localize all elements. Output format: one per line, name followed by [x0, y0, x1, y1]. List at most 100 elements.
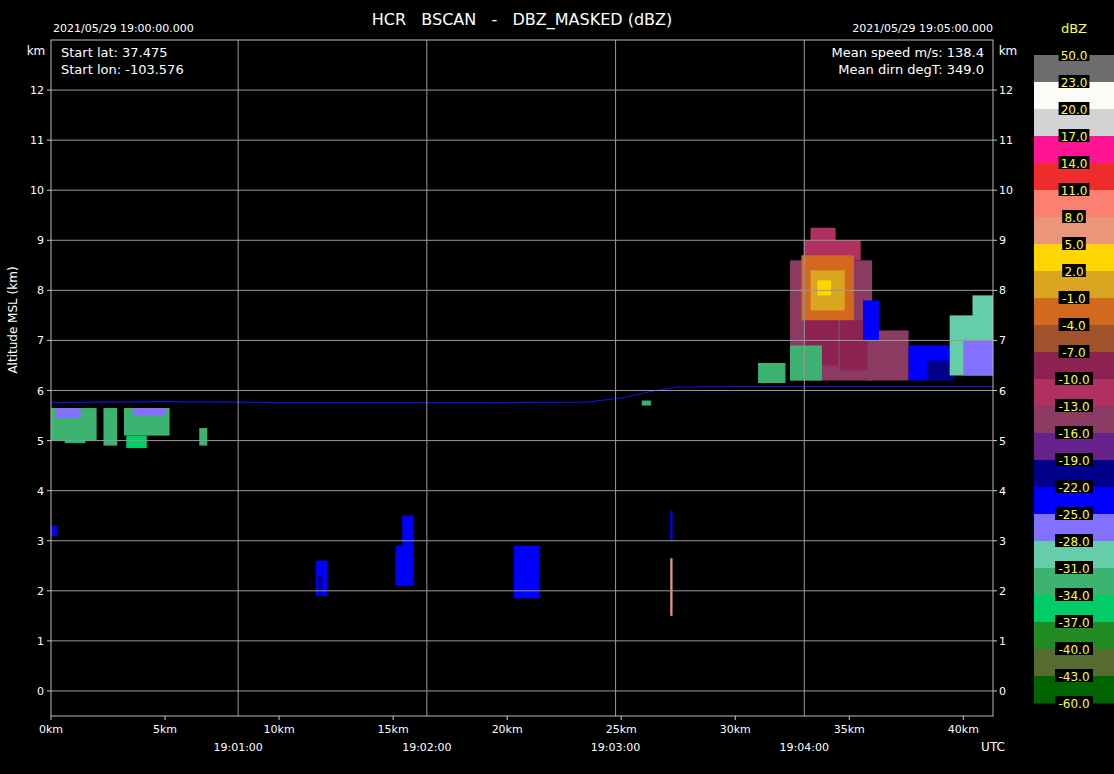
tick	[993, 290, 997, 291]
tick	[47, 690, 51, 691]
tick	[849, 716, 850, 720]
tick	[47, 140, 51, 141]
plot-data	[51, 228, 993, 616]
echo-cell	[199, 428, 207, 446]
echo-cell	[642, 401, 651, 406]
echo-cell	[963, 340, 993, 375]
title: HCR BSCAN - DBZ_MASKED (dBZ)	[372, 10, 673, 30]
y-tick-label: 5	[999, 435, 1006, 448]
colorbar-label: -43.0	[1058, 670, 1089, 684]
y-tick-label: 7	[37, 334, 44, 347]
colorbar-label: -60.0	[1058, 697, 1089, 711]
tick	[393, 716, 394, 720]
colorbar-label: -34.0	[1058, 589, 1089, 603]
y-tick-label: 8	[37, 284, 44, 297]
plot-frame	[51, 40, 993, 716]
grid-line	[51, 540, 993, 541]
echo-cell	[670, 511, 672, 541]
grid-line	[51, 240, 993, 241]
x-tick-label: 25km	[606, 723, 637, 736]
colorbar-label: 17.0	[1061, 130, 1088, 144]
grid-line	[51, 690, 993, 691]
echo-cell	[133, 408, 165, 416]
end-time: 2021/05/29 19:05:00.000	[852, 22, 993, 35]
colorbar-label: -7.0	[1062, 346, 1085, 360]
tick	[993, 90, 997, 91]
aircraft-altitude	[51, 387, 993, 403]
y-tick-label: 0	[999, 685, 1006, 698]
y-tick-label: 3	[999, 535, 1006, 548]
chart: 00112233445566778899101011111212kmkmAlti…	[0, 0, 1114, 774]
echo-cell	[395, 546, 413, 586]
grid	[51, 40, 993, 716]
y-tick-label: 7	[999, 334, 1006, 347]
tick	[47, 240, 51, 241]
y-unit: km	[27, 44, 46, 58]
colorbar-label: -13.0	[1058, 400, 1089, 414]
tick	[47, 590, 51, 591]
y-tick-label: 12	[999, 84, 1013, 97]
tick	[47, 390, 51, 391]
colorbar-label: -10.0	[1058, 373, 1089, 387]
echo-cell	[811, 228, 836, 241]
colorbar-label: -37.0	[1058, 616, 1089, 630]
tick	[993, 240, 997, 241]
tick	[993, 540, 997, 541]
time-tick-label: 19:03:00	[591, 741, 640, 754]
tick	[963, 716, 964, 720]
time-tick-label: 19:02:00	[402, 741, 451, 754]
y-tick-label: 5	[37, 435, 44, 448]
colorbar-label: -16.0	[1058, 427, 1089, 441]
time-axis-label: UTC	[981, 740, 1005, 754]
colorbar-label: 5.0	[1064, 238, 1083, 252]
y-tick-label: 6	[999, 385, 1006, 398]
grid-line	[51, 590, 993, 591]
tick	[47, 340, 51, 341]
grid-line	[51, 340, 993, 341]
echo-cell	[103, 408, 117, 446]
echo-cell	[126, 436, 147, 449]
colorbar-label: -28.0	[1058, 535, 1089, 549]
grid-line	[51, 390, 993, 391]
grid-line	[804, 40, 805, 716]
x-tick-label: 5km	[153, 723, 177, 736]
grid-line	[51, 140, 993, 141]
start-time: 2021/05/29 19:00:00.000	[53, 22, 194, 35]
tick	[47, 190, 51, 191]
colorbar-label: 23.0	[1061, 76, 1088, 90]
colorbar-label: 20.0	[1061, 103, 1088, 117]
y-tick-label: 0	[37, 685, 44, 698]
tick	[47, 440, 51, 441]
tick	[507, 716, 508, 720]
grid-line	[51, 90, 993, 91]
y-tick-label: 1	[999, 635, 1006, 648]
tick	[993, 440, 997, 441]
colorbar-label: 2.0	[1064, 265, 1083, 279]
tick	[47, 540, 51, 541]
background	[0, 0, 1114, 774]
tick	[993, 340, 997, 341]
y-tick-label: 11	[30, 134, 44, 147]
y-tick-label: 6	[37, 385, 44, 398]
echo-cell	[124, 408, 170, 436]
info-text: Mean dirn degT: 349.0	[838, 62, 984, 77]
grid-line	[51, 490, 993, 491]
x-tick-label: 30km	[720, 723, 751, 736]
y-tick-label: 10	[30, 184, 44, 197]
y-tick-label: 11	[999, 134, 1013, 147]
tick	[47, 490, 51, 491]
echo-cell	[670, 558, 672, 616]
colorbar-label: -31.0	[1058, 562, 1089, 576]
tick	[993, 590, 997, 591]
tick	[993, 640, 997, 641]
x-tick-label: 35km	[834, 723, 865, 736]
tick	[47, 290, 51, 291]
grid-line	[238, 40, 239, 716]
echo-cell	[972, 295, 993, 340]
y-tick-label: 2	[37, 585, 44, 598]
grid-line	[426, 40, 427, 716]
time-tick-label: 19:04:00	[780, 741, 829, 754]
echo-cell	[863, 300, 879, 340]
x-tick-label: 40km	[948, 723, 979, 736]
y-tick-label: 9	[37, 234, 44, 247]
